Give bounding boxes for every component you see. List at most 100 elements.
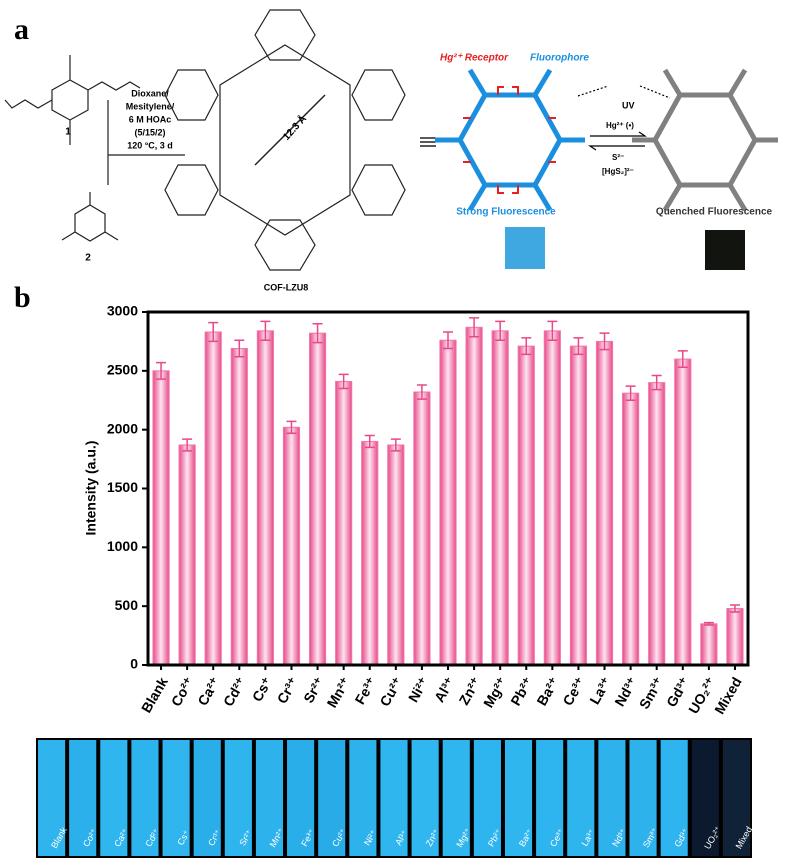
bar — [439, 339, 457, 666]
vial — [131, 740, 159, 856]
x-tick-label: Sm³⁺ — [636, 674, 667, 711]
x-tick-label: Mg²⁺ — [480, 674, 510, 710]
x-tick-label: Ce³⁺ — [559, 674, 588, 708]
vial — [193, 740, 221, 856]
y-tick-label: 1000 — [107, 538, 138, 554]
error-bar — [547, 320, 558, 341]
vial — [162, 740, 190, 856]
error-bar — [625, 385, 636, 401]
error-bar — [599, 332, 610, 351]
plot-frame — [146, 310, 750, 667]
condition: (5/15/2) — [134, 127, 165, 137]
vial — [318, 740, 346, 856]
vial — [691, 740, 719, 856]
vial — [100, 740, 128, 856]
x-tick-label: Cs⁺ — [249, 674, 276, 704]
error-bar — [286, 420, 297, 434]
error-bar — [234, 339, 245, 358]
y-axis-label: Intensity (a.u.) — [83, 441, 99, 536]
vial — [598, 740, 626, 856]
y-tick-label: 0 — [130, 656, 138, 672]
x-tick-label: Blank — [138, 674, 171, 715]
bar — [230, 347, 248, 666]
bar — [465, 326, 483, 666]
hgs2-label: [HgS₂]²⁻ — [602, 167, 634, 176]
bar — [700, 623, 718, 666]
x-tick-label: Fe³⁺ — [351, 674, 379, 707]
y-tick-label: 500 — [115, 597, 139, 613]
error-bar — [416, 384, 427, 400]
bar — [308, 332, 327, 666]
quenched-cof — [632, 68, 778, 212]
cof-structure — [164, 9, 406, 271]
x-tick-label: Cu²⁺ — [376, 674, 405, 709]
vial — [629, 740, 657, 856]
bar — [622, 392, 640, 666]
condition: Mesitylene/ — [126, 101, 175, 111]
bar — [178, 444, 196, 666]
bar — [152, 370, 170, 666]
vial — [224, 740, 252, 856]
receptor-label: Hg²⁺ Receptor — [440, 53, 509, 64]
x-tick-label: Co²⁺ — [168, 674, 197, 709]
vial — [567, 740, 595, 856]
vial — [504, 740, 533, 856]
bar — [361, 440, 379, 666]
bar — [569, 345, 588, 666]
vial — [349, 740, 377, 856]
error-bar — [495, 320, 506, 341]
fluorescent-cof — [435, 68, 585, 212]
pore-size: 12.3 Å — [280, 112, 309, 143]
compound-number: 1 — [65, 127, 71, 138]
error-bar — [390, 438, 401, 452]
fluorophore-label: Fluorophore — [530, 53, 589, 64]
x-tick-label: Cr³⁺ — [274, 674, 302, 706]
error-bar — [521, 337, 532, 356]
bar — [648, 382, 666, 666]
vial — [69, 740, 97, 856]
error-bar — [677, 350, 688, 369]
vial — [536, 740, 564, 856]
vial — [255, 740, 284, 856]
photo — [705, 230, 745, 270]
vial — [722, 740, 750, 856]
x-tick-label: Pb²⁺ — [507, 674, 536, 708]
vial — [473, 740, 501, 856]
bar — [543, 330, 561, 666]
bar — [726, 608, 744, 666]
error-bar — [573, 337, 584, 356]
bar — [387, 444, 405, 666]
bar — [282, 426, 301, 666]
y-tick-label: 1500 — [107, 479, 138, 495]
error-bar — [443, 331, 453, 350]
bar — [491, 330, 509, 666]
error-bar — [729, 604, 740, 613]
x-tick-label: Al³⁺ — [431, 674, 458, 705]
x-tick-label: Ca²⁺ — [194, 674, 223, 708]
bar — [595, 340, 614, 666]
bar — [335, 380, 353, 666]
panel-label: a — [14, 13, 29, 46]
error-bar — [260, 320, 271, 341]
vial — [287, 740, 315, 856]
monomer-1 — [4, 55, 185, 242]
bar — [674, 358, 692, 666]
bar — [413, 391, 431, 666]
y-tick-label: 2500 — [107, 362, 138, 378]
x-tick-label: Cd²⁺ — [220, 674, 249, 709]
quenched-label: Quenched Fluorescence — [656, 207, 773, 218]
compound-number: 2 — [85, 253, 91, 264]
bar — [204, 331, 222, 666]
condition: 6 M HOAc — [129, 114, 172, 124]
strong-label: Strong Fluorescence — [456, 207, 556, 218]
error-bar — [338, 373, 349, 390]
uv-label: UV — [622, 100, 635, 110]
vial — [411, 740, 439, 856]
panel-label: b — [14, 281, 31, 314]
condition: Dioxane/ — [131, 88, 169, 98]
error-bar — [651, 374, 662, 391]
condition: 120 °C, 3 d — [127, 140, 173, 150]
x-tick-label: La³⁺ — [586, 674, 614, 707]
x-tick-label: Ba²⁺ — [533, 674, 562, 708]
